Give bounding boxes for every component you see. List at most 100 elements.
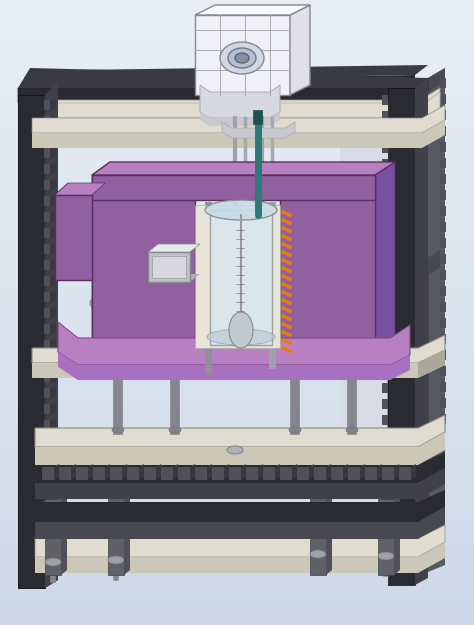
Bar: [0, 348, 474, 349]
Polygon shape: [360, 464, 365, 480]
Bar: [0, 620, 474, 621]
Polygon shape: [382, 287, 388, 297]
Bar: [0, 91, 474, 92]
Bar: [0, 518, 474, 519]
Bar: [0, 543, 474, 544]
Bar: [0, 482, 474, 483]
Bar: [362, 358, 368, 364]
Bar: [0, 431, 474, 432]
Polygon shape: [55, 183, 105, 195]
Bar: [0, 566, 474, 567]
Bar: [0, 567, 474, 568]
Bar: [0, 600, 474, 601]
Bar: [0, 217, 474, 218]
Bar: [0, 27, 474, 28]
Bar: [0, 361, 474, 362]
Bar: [0, 335, 474, 336]
Bar: [0, 428, 474, 429]
Bar: [0, 519, 474, 520]
Bar: [0, 541, 474, 542]
Bar: [0, 458, 474, 459]
Bar: [0, 271, 474, 272]
Bar: [0, 209, 474, 210]
Bar: [0, 49, 474, 50]
Bar: [0, 619, 474, 620]
Bar: [0, 434, 474, 435]
Polygon shape: [50, 356, 56, 366]
Polygon shape: [35, 468, 445, 499]
Bar: [0, 588, 474, 589]
Bar: [0, 8, 474, 9]
Polygon shape: [71, 464, 76, 480]
Polygon shape: [392, 506, 425, 530]
Bar: [0, 460, 474, 461]
Bar: [0, 124, 474, 125]
Bar: [0, 127, 474, 128]
Bar: [0, 61, 474, 62]
Bar: [0, 81, 474, 82]
Polygon shape: [382, 223, 388, 233]
Polygon shape: [50, 276, 56, 286]
Bar: [0, 351, 474, 352]
Bar: [0, 19, 474, 20]
Bar: [0, 283, 474, 284]
Bar: [0, 258, 474, 259]
Bar: [0, 205, 474, 206]
Polygon shape: [440, 94, 446, 104]
Polygon shape: [392, 378, 425, 402]
Polygon shape: [382, 383, 388, 393]
Bar: [0, 289, 474, 290]
Bar: [0, 243, 474, 244]
Bar: [344, 310, 360, 365]
Ellipse shape: [207, 329, 275, 345]
Bar: [0, 3, 474, 4]
Bar: [0, 245, 474, 246]
Bar: [0, 152, 474, 153]
Bar: [0, 509, 474, 510]
Polygon shape: [440, 142, 446, 152]
Bar: [0, 385, 474, 386]
Bar: [0, 244, 474, 245]
Bar: [0, 194, 474, 195]
Polygon shape: [35, 507, 445, 539]
Polygon shape: [440, 222, 446, 232]
Polygon shape: [392, 282, 425, 306]
Bar: [0, 261, 474, 262]
Bar: [0, 180, 474, 181]
Bar: [0, 333, 474, 334]
Polygon shape: [50, 404, 56, 414]
Bar: [0, 143, 474, 144]
Bar: [0, 57, 474, 58]
Bar: [0, 592, 474, 593]
Bar: [0, 601, 474, 602]
Bar: [0, 184, 474, 185]
Polygon shape: [44, 276, 50, 286]
Polygon shape: [382, 175, 388, 185]
Polygon shape: [392, 346, 425, 370]
Bar: [0, 41, 474, 42]
Bar: [94, 310, 110, 365]
Bar: [0, 551, 474, 552]
Bar: [0, 327, 474, 328]
Bar: [0, 491, 474, 492]
Polygon shape: [40, 108, 440, 130]
Bar: [0, 433, 474, 434]
Polygon shape: [93, 467, 105, 480]
Polygon shape: [161, 467, 173, 480]
Polygon shape: [44, 452, 50, 462]
Bar: [0, 23, 474, 24]
Polygon shape: [44, 356, 50, 366]
Bar: [0, 367, 474, 368]
Bar: [0, 615, 474, 616]
Bar: [0, 614, 474, 615]
Bar: [0, 365, 474, 366]
Polygon shape: [44, 116, 50, 126]
Bar: [0, 411, 474, 412]
Bar: [0, 174, 474, 175]
Polygon shape: [190, 464, 195, 480]
Polygon shape: [124, 494, 130, 575]
Bar: [0, 486, 474, 487]
Bar: [0, 128, 474, 129]
Bar: [0, 389, 474, 390]
Bar: [0, 446, 474, 447]
